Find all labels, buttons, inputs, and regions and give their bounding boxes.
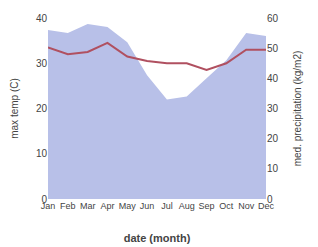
svg-text:40: 40 [267, 73, 279, 84]
svg-text:Mar: Mar [80, 201, 96, 211]
svg-text:May: May [119, 201, 137, 211]
svg-text:Jan: Jan [41, 201, 56, 211]
svg-text:Apr: Apr [100, 201, 114, 211]
svg-text:Feb: Feb [60, 201, 76, 211]
svg-text:max temp (C): max temp (C) [9, 78, 20, 139]
svg-text:10: 10 [267, 163, 279, 174]
svg-text:Nov: Nov [238, 201, 255, 211]
svg-text:60: 60 [267, 13, 279, 24]
svg-text:0: 0 [267, 194, 273, 205]
svg-text:Jun: Jun [140, 201, 155, 211]
svg-text:Jul: Jul [161, 201, 173, 211]
svg-text:30: 30 [36, 58, 48, 69]
svg-text:20: 20 [267, 133, 279, 144]
svg-text:20: 20 [36, 103, 48, 114]
svg-text:med. precipitation (kg/m2): med. precipitation (kg/m2) [292, 51, 303, 167]
svg-text:Dec: Dec [258, 201, 275, 211]
svg-text:10: 10 [36, 148, 48, 159]
svg-text:30: 30 [267, 103, 279, 114]
svg-text:Aug: Aug [179, 201, 195, 211]
svg-text:Sep: Sep [199, 201, 215, 211]
svg-text:50: 50 [267, 43, 279, 54]
svg-text:0: 0 [41, 194, 47, 205]
svg-text:date (month): date (month) [124, 232, 191, 244]
svg-text:Oct: Oct [219, 201, 234, 211]
svg-text:40: 40 [36, 13, 48, 24]
